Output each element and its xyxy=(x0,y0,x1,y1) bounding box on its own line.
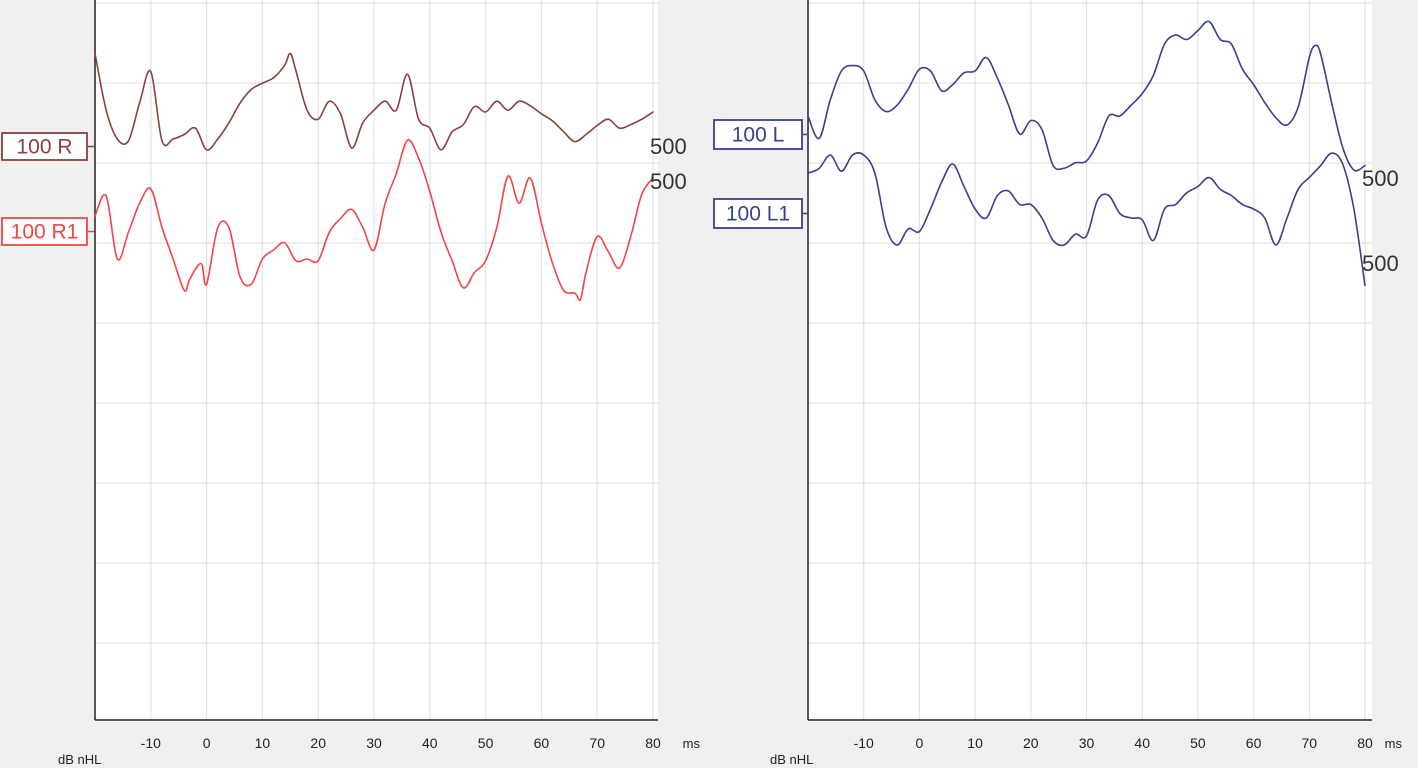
left-ear-panel: -10 0 10 20 30 40 50 60 70 80 ms dB nHL 100 L 500 100 … xyxy=(713,0,1403,767)
series-name-label: 100 R xyxy=(16,136,72,159)
waveform-trace xyxy=(807,20,1366,172)
x-tick-label: 70 xyxy=(1302,735,1318,751)
x-tick-label: 80 xyxy=(645,735,661,751)
series-tag-box xyxy=(713,119,803,150)
x-tick-label: 80 xyxy=(1357,735,1373,751)
x-tick-label: 10 xyxy=(255,735,271,751)
x-tick-label: 0 xyxy=(203,735,211,751)
x-tick-label: 60 xyxy=(1246,735,1262,751)
waveform-trace xyxy=(94,52,654,151)
x-tick-label: 30 xyxy=(366,735,382,751)
series-tag-box xyxy=(1,132,88,161)
x-tick-label: -10 xyxy=(141,735,161,751)
x-tick-label: 50 xyxy=(478,735,494,751)
series-name-label: 100 L xyxy=(732,124,785,147)
waveform-trace xyxy=(807,152,1366,287)
x-tick-label: 20 xyxy=(310,735,326,751)
x-tick-label: 70 xyxy=(589,735,605,751)
x-tick-label: -10 xyxy=(854,735,874,751)
plot-area xyxy=(808,0,1372,720)
x-tick-label: 0 xyxy=(916,735,924,751)
x-tick-label: 50 xyxy=(1190,735,1206,751)
series-end-label: 500 xyxy=(650,134,687,159)
series-name-label: 100 L1 xyxy=(726,203,790,226)
x-unit-label: ms xyxy=(683,736,701,751)
series-end-label: 500 xyxy=(650,169,687,194)
x-tick-label: 60 xyxy=(534,735,550,751)
plot-area xyxy=(95,0,658,720)
series-end-label: 500 xyxy=(1362,251,1399,276)
series-tag-box xyxy=(1,217,88,246)
x-tick-label: 10 xyxy=(967,735,983,751)
x-unit-label: ms xyxy=(1385,736,1403,751)
series-end-label: 500 xyxy=(1362,166,1399,191)
x-tick-label: 40 xyxy=(1134,735,1150,751)
x-tick-label: 30 xyxy=(1079,735,1095,751)
y-unit-label: dB nHL xyxy=(58,752,101,767)
series-tag-box xyxy=(713,198,803,229)
right-ear-panel: -10 0 10 20 30 40 50 60 70 80 ms dB nHL 100 R 500 100 … xyxy=(1,0,701,767)
y-unit-label: dB nHL xyxy=(770,752,813,767)
x-tick-label: 40 xyxy=(422,735,438,751)
waveform-trace xyxy=(94,139,654,302)
series-name-label: 100 R1 xyxy=(11,221,79,244)
x-tick-label: 20 xyxy=(1023,735,1039,751)
